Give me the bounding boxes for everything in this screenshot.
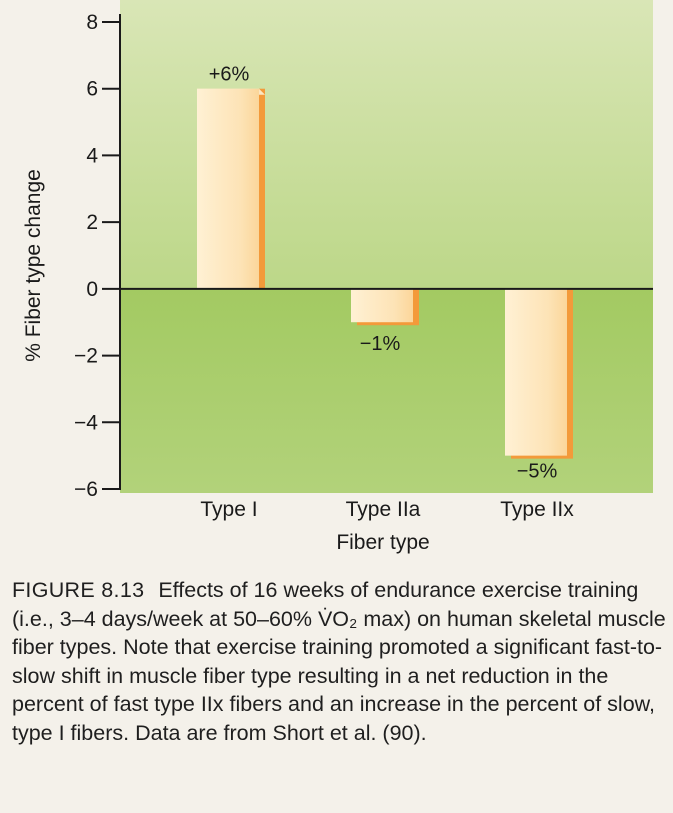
bar-type-iix: [505, 288, 573, 459]
bar-face: [505, 288, 567, 456]
y-tick-label: −6: [74, 478, 98, 501]
data-label: −5%: [517, 461, 558, 483]
bar-face: [351, 288, 413, 323]
bar-side: [413, 288, 419, 323]
y-tick-label: 2: [86, 211, 98, 234]
x-axis-title: Fiber type: [336, 531, 429, 554]
bar-type-iia: [351, 288, 419, 326]
bar-side: [259, 88, 265, 289]
bar-face: [197, 88, 259, 289]
y-tick-label: 0: [86, 278, 98, 301]
caption-label: FIGURE 8.13: [12, 578, 145, 602]
bar-chart: −6 −4 −2 0 2 4 6 8 Type I Type IIa Type IIx +6% −1%…: [22, 0, 653, 554]
bar-side: [567, 288, 573, 456]
y-tick-label: −2: [74, 345, 98, 368]
data-label: −1%: [360, 333, 401, 355]
figure-caption: FIGURE 8.13 Effects of 16 weeks of endura…: [12, 576, 667, 747]
y-tick-label: 4: [86, 144, 98, 167]
x-tick-label: Type IIa: [346, 498, 421, 521]
y-axis-title: % Fiber type change: [22, 169, 45, 362]
x-tick-label: Type I: [200, 498, 257, 521]
y-tick-label: 6: [86, 78, 98, 101]
y-tick-label: −4: [74, 411, 98, 434]
caption-text: Effects of 16 weeks of endurance exercis…: [12, 578, 666, 745]
data-label: +6%: [209, 64, 250, 86]
y-tick-label: 8: [86, 11, 98, 34]
bar-type-i: [197, 88, 265, 289]
x-tick-label: Type IIx: [500, 498, 574, 521]
